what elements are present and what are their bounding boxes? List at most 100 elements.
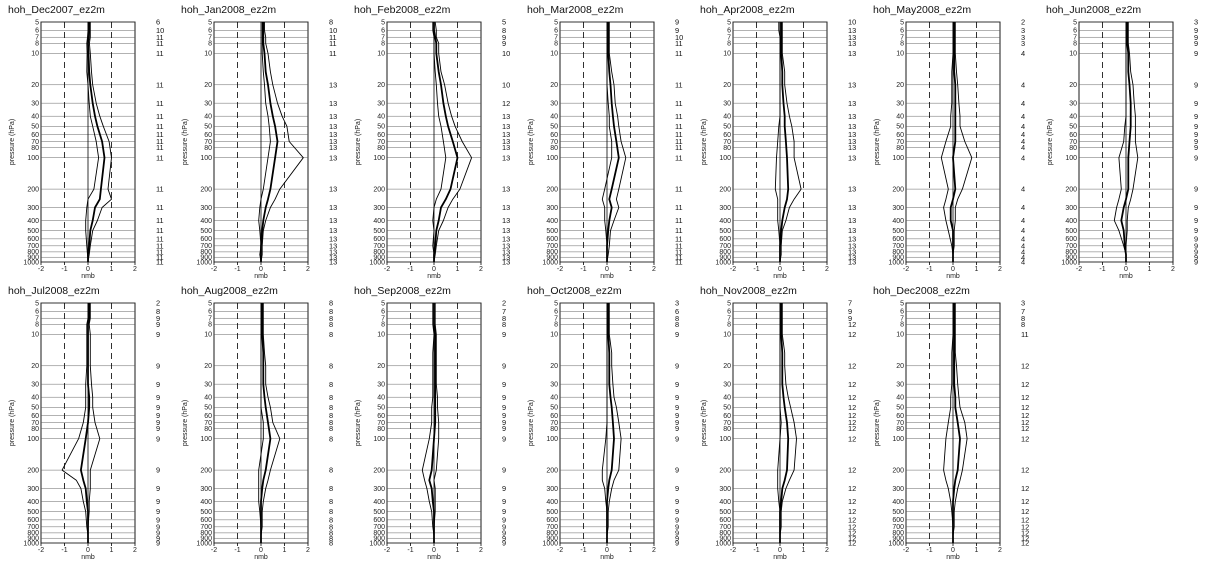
y-tick-label: 400: [546, 218, 558, 225]
y-tick-label: 500: [892, 228, 904, 235]
count-label: 9: [675, 424, 679, 433]
x-axis-label: nmb: [946, 554, 960, 561]
x-axis-label: nmb: [946, 273, 960, 280]
y-tick-label: 30: [723, 100, 731, 107]
y-tick-label: 40: [550, 113, 558, 120]
count-label: 9: [156, 507, 160, 516]
count-label: 8: [329, 507, 333, 516]
y-axis-label: pressure (hPa): [355, 400, 362, 446]
count-label: 9: [156, 528, 160, 537]
count-label: 4: [1021, 216, 1025, 225]
profile-panel: hoh_Feb2008_ez2m 5 6 7 8 10 20 30 40 50 60 70 80 100 2…: [354, 2, 519, 280]
y-tick-label: 6: [35, 309, 39, 316]
y-axis-label: pressure (hPa): [701, 400, 708, 446]
count-label: 13: [848, 122, 856, 131]
y-tick-label: 5: [727, 300, 731, 307]
y-tick-label: 8: [900, 322, 904, 329]
count-label: 13: [502, 226, 510, 235]
count-label: 12: [848, 393, 856, 402]
count-label: 9: [1194, 153, 1198, 162]
y-tick-label: 80: [723, 145, 731, 152]
y-tick-label: 8: [208, 322, 212, 329]
count-label: 8: [329, 434, 333, 443]
count-label: 12: [848, 424, 856, 433]
count-label: 3: [1021, 39, 1025, 48]
y-tick-label: 400: [892, 499, 904, 506]
y-tick-label: 300: [719, 486, 731, 493]
series-line: [949, 22, 957, 262]
y-tick-label: 7: [35, 35, 39, 42]
x-axis-label: nmb: [600, 273, 614, 280]
count-label: 12: [848, 507, 856, 516]
y-tick-label: 300: [200, 486, 212, 493]
y-tick-label: 600: [27, 236, 39, 243]
y-tick-label: 900: [200, 536, 212, 543]
count-label: 12: [848, 361, 856, 370]
count-label: 13: [329, 185, 337, 194]
count-label: 8: [329, 497, 333, 506]
y-tick-label: 8: [35, 322, 39, 329]
y-tick-label: 40: [377, 394, 385, 401]
count-label: 9: [156, 434, 160, 443]
y-tick-label: 400: [546, 499, 558, 506]
x-tick-label: 1: [283, 266, 287, 273]
y-tick-label: 700: [892, 243, 904, 250]
x-tick-label: 2: [998, 266, 1002, 273]
count-label: 9: [502, 534, 506, 543]
y-tick-label: 100: [1065, 155, 1077, 162]
y-tick-label: 800: [27, 530, 39, 537]
y-tick-label: 10: [723, 51, 731, 58]
count-label: 8: [329, 539, 333, 548]
count-label: 9: [156, 522, 160, 531]
y-tick-label: 40: [377, 113, 385, 120]
count-label: 9: [156, 393, 160, 402]
y-tick-label: 200: [373, 467, 385, 474]
count-label: 9: [502, 403, 506, 412]
series-line: [260, 303, 281, 543]
y-tick-label: 900: [373, 255, 385, 262]
y-tick-label: 800: [719, 249, 731, 256]
count-label: 3: [1021, 299, 1025, 308]
y-tick-label: 20: [204, 82, 212, 89]
count-label: 13: [848, 153, 856, 162]
y-tick-label: 80: [31, 145, 39, 152]
count-label: 13: [329, 153, 337, 162]
y-tick-label: 700: [27, 524, 39, 531]
y-tick-label: 6: [727, 28, 731, 35]
count-label: 13: [502, 137, 510, 146]
y-tick-label: 40: [723, 113, 731, 120]
count-label: 13: [502, 203, 510, 212]
count-label: 13: [848, 203, 856, 212]
profile-chart: hoh_May2008_ez2m567810203040506070801002…: [873, 4, 1025, 280]
y-tick-label: 70: [31, 139, 39, 146]
y-tick-label: 5: [381, 19, 385, 26]
count-label: 12: [1021, 484, 1029, 493]
count-label: 9: [1194, 234, 1198, 243]
y-tick-label: 1000: [196, 540, 212, 547]
series-line: [87, 22, 106, 262]
y-tick-label: 800: [892, 530, 904, 537]
y-tick-label: 5: [35, 300, 39, 307]
y-tick-label: 500: [546, 228, 558, 235]
x-axis-label: nmb: [427, 273, 441, 280]
count-label: 8: [329, 380, 333, 389]
series-line: [952, 22, 973, 262]
chart-title: hoh_Jul2008_ez2m: [8, 285, 100, 297]
y-tick-label: 60: [1069, 132, 1077, 139]
count-label: 9: [502, 434, 506, 443]
y-tick-label: 700: [719, 243, 731, 250]
x-tick-label: -1: [753, 266, 759, 273]
count-label: 4: [1021, 49, 1025, 58]
y-tick-label: 200: [546, 467, 558, 474]
count-label: 13: [848, 234, 856, 243]
y-tick-label: 60: [377, 413, 385, 420]
profile-panel: hoh_May2008_ez2m 5 6 7 8 10 20 30 40 50 60 70 80 100 2…: [873, 2, 1038, 280]
y-tick-label: 6: [1073, 28, 1077, 35]
y-tick-label: 8: [900, 41, 904, 48]
y-tick-label: 900: [892, 255, 904, 262]
y-tick-label: 5: [381, 300, 385, 307]
count-label: 13: [848, 112, 856, 121]
count-label: 9: [1194, 130, 1198, 139]
count-label: 3: [1021, 26, 1025, 35]
x-tick-label: -1: [234, 547, 240, 554]
